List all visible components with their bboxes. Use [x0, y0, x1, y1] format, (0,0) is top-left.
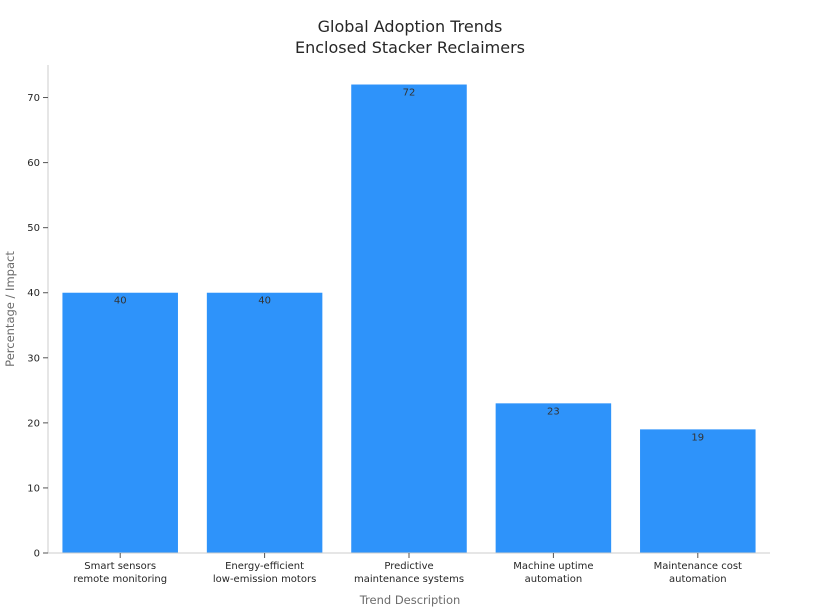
chart-title-line: Enclosed Stacker Reclaimers	[295, 38, 525, 57]
data-label: 19	[691, 432, 704, 443]
bar	[640, 429, 756, 553]
bar	[495, 403, 612, 553]
data-label: 72	[403, 88, 416, 99]
x-tick-label: Machine uptime	[513, 561, 593, 572]
bar	[206, 292, 323, 553]
data-label: 23	[547, 406, 560, 417]
x-tick-label: Smart sensors	[84, 561, 156, 572]
x-tick-label: Predictive	[384, 561, 433, 572]
x-tick-label: automation	[525, 574, 583, 585]
x-tick-label: Maintenance cost	[654, 561, 742, 572]
chart-title-line: Global Adoption Trends	[318, 17, 503, 36]
x-tick-label: automation	[669, 574, 727, 585]
y-tick-label: 50	[27, 223, 40, 234]
x-tick-label: low-emission motors	[213, 574, 316, 585]
bar	[62, 292, 178, 553]
data-label: 40	[114, 296, 127, 307]
bar	[351, 84, 467, 554]
y-tick-label: 60	[27, 158, 40, 169]
y-tick-label: 20	[27, 418, 40, 429]
x-axis-label: Trend Description	[359, 593, 461, 607]
y-tick-label: 30	[27, 353, 40, 364]
y-tick-label: 40	[27, 288, 40, 299]
x-axis: Smart sensors remote monitoring Energy-eff…	[48, 552, 770, 585]
y-tick-label: 0	[34, 549, 40, 560]
x-tick-label: Energy-efficient	[225, 561, 304, 572]
chart-title: Global Adoption Trends Enclosed Stacker R…	[295, 17, 525, 57]
bars: 40 40 72 23 19	[62, 84, 756, 554]
x-tick-label: maintenance systems	[354, 574, 464, 585]
y-axis: 0 10 20 30 40 50 60 70	[27, 65, 49, 560]
y-axis-label: Percentage / Impact	[3, 251, 17, 367]
y-tick-label: 10	[27, 483, 40, 494]
data-label: 40	[258, 296, 271, 307]
x-tick-label: remote monitoring	[73, 574, 167, 585]
y-tick-label: 70	[27, 93, 40, 104]
